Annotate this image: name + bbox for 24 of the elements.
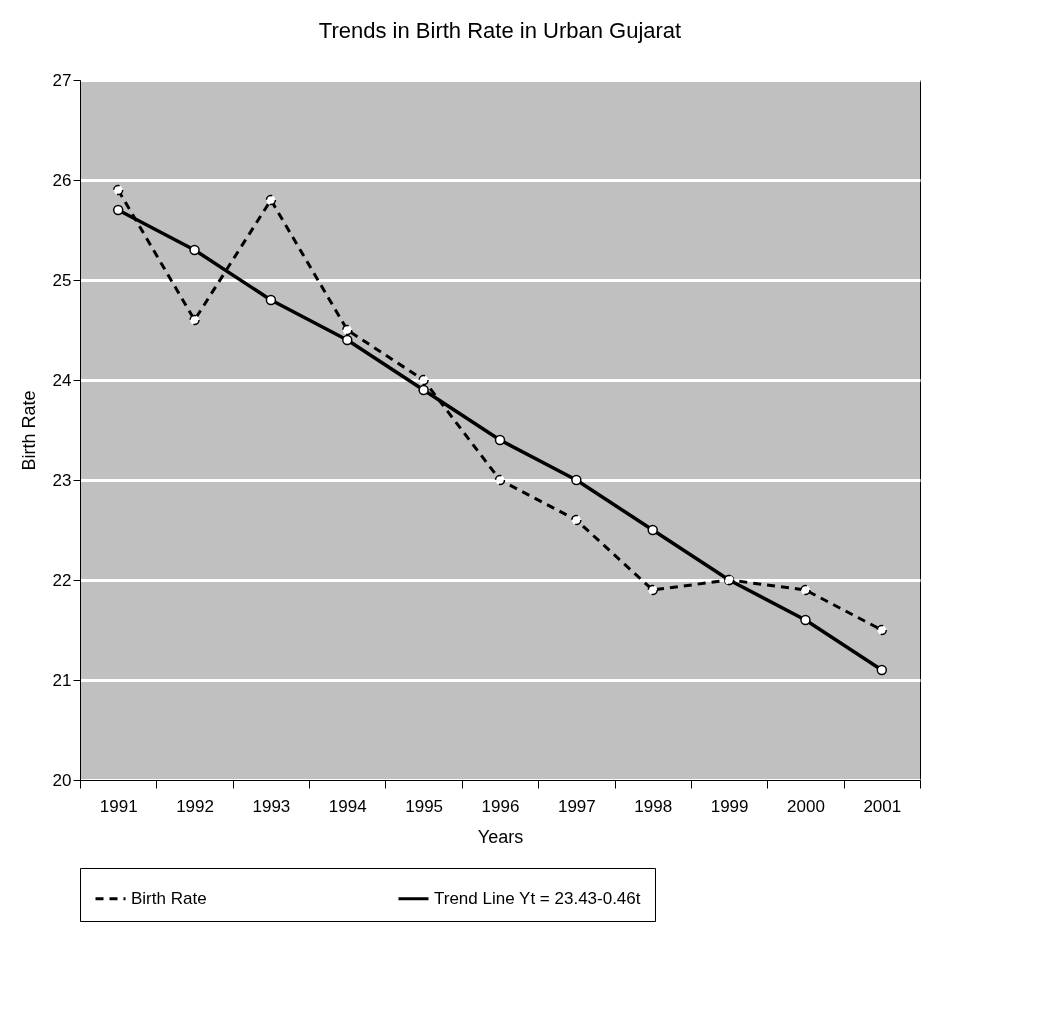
x-tick-label: 1992 bbox=[176, 796, 214, 816]
x-tick-label: 2001 bbox=[863, 796, 902, 816]
x-tick-label: 1994 bbox=[328, 796, 367, 816]
x-tick-label: 1999 bbox=[710, 796, 749, 816]
legend-label: Trend Line Yt = 23.43-0.46t bbox=[434, 888, 641, 908]
y-tick-label: 21 bbox=[52, 670, 72, 690]
y-tick-label: 24 bbox=[52, 370, 72, 390]
y-tick-label: 27 bbox=[52, 70, 72, 90]
y-tick-label: 20 bbox=[52, 770, 72, 790]
x-tick-label: 1993 bbox=[252, 796, 291, 816]
x-axis-title: Years bbox=[477, 826, 524, 847]
y-tick-label: 23 bbox=[52, 470, 72, 490]
y-axis-title: Birth Rate bbox=[18, 390, 39, 471]
x-tick-label: 1995 bbox=[405, 796, 444, 816]
x-tick-label: 1998 bbox=[634, 796, 673, 816]
y-tick-label: 25 bbox=[52, 270, 72, 290]
x-tick-label: 1991 bbox=[99, 796, 138, 816]
chart-title: Trends in Birth Rate in Urban Gujarat bbox=[318, 18, 682, 43]
legend-label: Birth Rate bbox=[131, 888, 207, 908]
y-tick-label: 26 bbox=[52, 170, 72, 190]
x-tick-label: 1996 bbox=[481, 796, 520, 816]
x-tick-label: 1997 bbox=[557, 796, 596, 816]
y-tick-label: 22 bbox=[52, 570, 72, 590]
x-tick-label: 2000 bbox=[787, 796, 825, 816]
